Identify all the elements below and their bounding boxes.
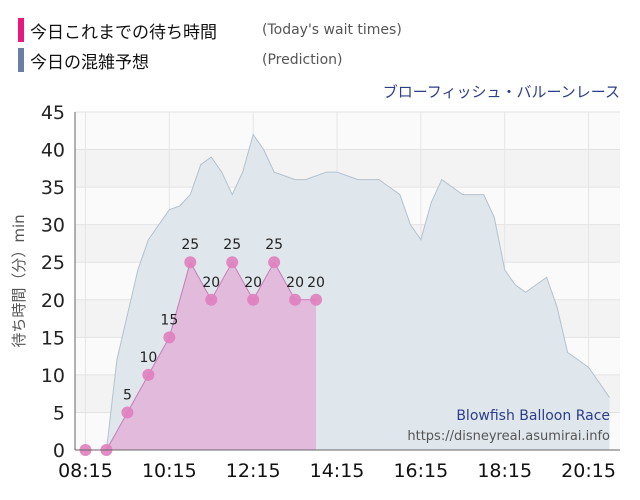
today-point — [268, 256, 281, 269]
x-tick-label: 12:15 — [226, 460, 281, 482]
today-line — [85, 260, 317, 451]
data-label: 20 — [244, 275, 262, 291]
y-tick-label: 40 — [41, 140, 65, 162]
data-label: 5 — [123, 387, 132, 403]
data-label: 15 — [160, 312, 178, 328]
legend-today-label: 今日これまでの待ち時間 — [30, 22, 217, 43]
today-point — [163, 331, 176, 344]
legend-item-prediction[interactable]: 今日の混雑予想 (Prediction) — [18, 48, 402, 73]
y-tick-label: 0 — [53, 440, 65, 462]
y-tick-label: 25 — [41, 252, 65, 274]
today-swatch — [18, 18, 24, 42]
y-tick-label: 45 — [41, 102, 65, 124]
legend-item-today[interactable]: 今日これまでの待ち時間 (Today's wait times) — [18, 18, 402, 43]
x-tick-label: 20:15 — [561, 460, 616, 482]
today-point — [226, 256, 239, 269]
attraction-name-annotation: Blowfish Balloon Race — [456, 408, 610, 424]
today-point — [289, 293, 302, 306]
y-tick-label: 10 — [41, 365, 65, 387]
x-tick-label: 08:15 — [58, 460, 113, 482]
x-tick-label: 16:15 — [393, 460, 448, 482]
y-tick-label: 35 — [41, 177, 65, 199]
data-label: 10 — [139, 350, 157, 366]
prediction-swatch — [18, 48, 24, 72]
today-point — [247, 293, 260, 306]
y-tick-label: 15 — [41, 327, 65, 349]
today-point — [184, 256, 197, 269]
data-label: 25 — [265, 237, 283, 253]
data-label: 25 — [223, 237, 241, 253]
today-point — [310, 293, 323, 306]
today-area — [85, 262, 317, 450]
legend: 今日これまでの待ち時間 (Today's wait times) 今日の混雑予想… — [18, 18, 402, 78]
legend-today-sub: (Today's wait times) — [262, 22, 402, 38]
data-label: 25 — [181, 237, 199, 253]
source-url-annotation: https://disneyreal.asumirai.info — [407, 429, 610, 444]
legend-prediction-label: 今日の混雑予想 — [30, 52, 149, 73]
today-point — [205, 293, 218, 306]
prediction-line — [95, 133, 610, 451]
today-point — [121, 406, 134, 419]
y-tick-label: 20 — [41, 290, 65, 312]
x-tick-label: 18:15 — [477, 460, 532, 482]
y-axis-title: 待ち時間（分）min — [10, 214, 28, 347]
data-label: 20 — [286, 275, 304, 291]
y-tick-label: 30 — [41, 215, 65, 237]
data-label: 20 — [307, 275, 325, 291]
data-label: 20 — [202, 275, 220, 291]
y-tick-label: 5 — [53, 402, 65, 424]
x-tick-label: 10:15 — [142, 460, 197, 482]
x-tick-label: 14:15 — [310, 460, 365, 482]
legend-prediction-sub: (Prediction) — [262, 52, 343, 68]
chart-title: ブローフィッシュ・バルーンレース — [383, 83, 620, 101]
today-point — [142, 368, 155, 381]
